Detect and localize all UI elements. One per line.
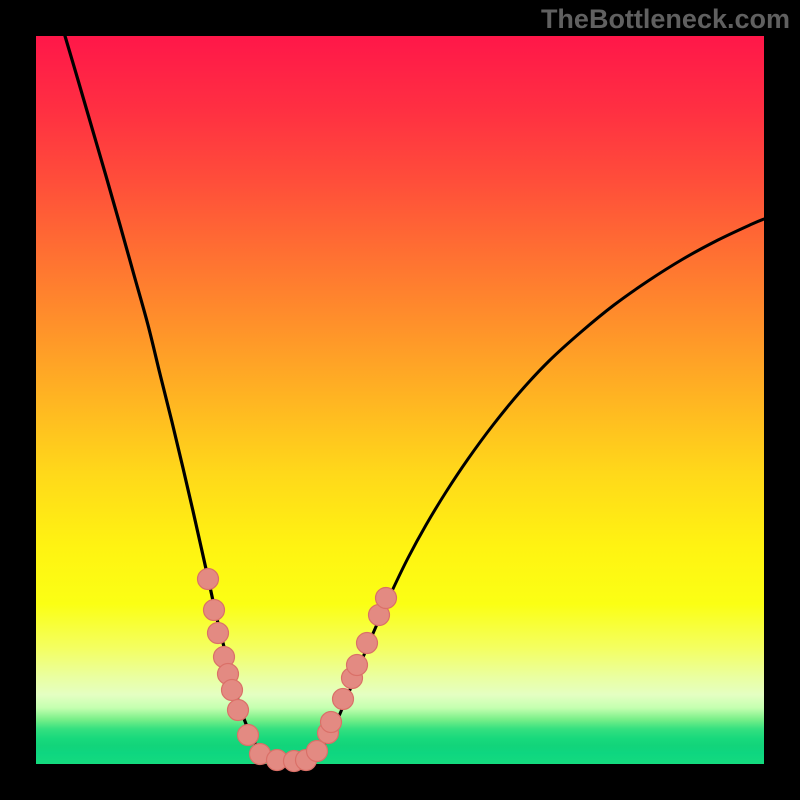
data-marker xyxy=(198,569,219,590)
data-marker xyxy=(347,655,368,676)
chart-frame: TheBottleneck.com xyxy=(0,0,800,800)
data-marker xyxy=(307,741,328,762)
data-marker xyxy=(228,700,249,721)
data-marker xyxy=(376,588,397,609)
data-marker xyxy=(357,633,378,654)
overlay-svg xyxy=(0,0,800,800)
data-marker xyxy=(238,725,259,746)
curve-left xyxy=(65,36,283,762)
curve-right xyxy=(300,219,764,762)
watermark-text: TheBottleneck.com xyxy=(541,4,790,35)
data-marker xyxy=(222,680,243,701)
data-marker xyxy=(204,600,225,621)
data-marker xyxy=(321,712,342,733)
data-marker xyxy=(333,689,354,710)
data-marker xyxy=(208,623,229,644)
